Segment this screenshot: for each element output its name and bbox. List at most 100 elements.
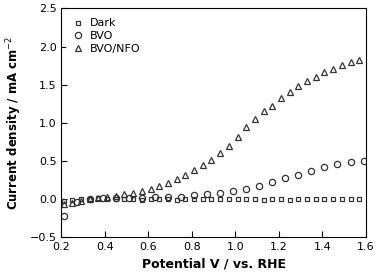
Dark xyxy=(235,197,240,201)
BVO/NFO xyxy=(287,91,292,94)
Line: BVO/NFO: BVO/NFO xyxy=(60,56,363,207)
Dark xyxy=(340,197,344,201)
BVO/NFO xyxy=(209,158,214,162)
BVO/NFO xyxy=(114,194,118,198)
BVO/NFO xyxy=(279,97,283,100)
Dark xyxy=(313,197,318,201)
BVO xyxy=(88,197,92,201)
Dark xyxy=(61,199,66,202)
Dark xyxy=(209,197,214,201)
BVO xyxy=(244,188,249,191)
BVO/NFO xyxy=(139,190,144,193)
BVO/NFO xyxy=(157,185,161,188)
Dark xyxy=(261,198,266,201)
BVO xyxy=(100,197,105,200)
Dark xyxy=(305,197,309,201)
BVO/NFO xyxy=(235,135,240,138)
BVO xyxy=(218,191,222,195)
Dark xyxy=(322,197,327,201)
Y-axis label: Current density / mA cm$^{-2}$: Current density / mA cm$^{-2}$ xyxy=(5,36,24,210)
BVO xyxy=(166,196,170,199)
Dark xyxy=(96,197,101,200)
BVO xyxy=(283,177,288,180)
BVO/NFO xyxy=(79,199,83,202)
BVO xyxy=(348,160,353,163)
Dark xyxy=(296,197,301,201)
Dark xyxy=(157,197,161,201)
Dark xyxy=(88,197,92,201)
BVO xyxy=(61,214,66,218)
Dark xyxy=(227,197,231,201)
BVO/NFO xyxy=(183,174,188,177)
BVO/NFO xyxy=(331,67,335,70)
Dark xyxy=(244,197,249,201)
Dark xyxy=(166,197,170,201)
BVO xyxy=(139,197,144,200)
BVO/NFO xyxy=(192,168,196,172)
BVO/NFO xyxy=(70,201,75,205)
BVO/NFO xyxy=(357,58,362,61)
BVO xyxy=(127,197,131,200)
BVO/NFO xyxy=(105,195,110,198)
BVO/NFO xyxy=(270,104,274,108)
BVO xyxy=(231,190,235,193)
BVO/NFO xyxy=(174,178,179,181)
BVO xyxy=(179,195,183,198)
Legend: Dark, BVO, BVO/NFO: Dark, BVO, BVO/NFO xyxy=(66,13,147,60)
BVO xyxy=(361,159,366,163)
BVO xyxy=(335,162,340,166)
Dark xyxy=(139,198,144,201)
BVO/NFO xyxy=(148,188,153,191)
Dark xyxy=(105,197,110,201)
BVO xyxy=(205,193,209,196)
Dark xyxy=(253,197,257,201)
BVO xyxy=(153,196,157,199)
Dark xyxy=(218,197,222,201)
BVO/NFO xyxy=(96,197,101,200)
BVO/NFO xyxy=(296,84,301,88)
Dark xyxy=(79,197,83,201)
BVO/NFO xyxy=(261,109,266,112)
BVO/NFO xyxy=(322,71,327,74)
BVO/NFO xyxy=(61,202,66,205)
Dark xyxy=(357,197,362,201)
BVO/NFO xyxy=(244,126,249,129)
BVO xyxy=(257,185,262,188)
Dark xyxy=(192,197,196,201)
Dark xyxy=(174,198,179,201)
Dark xyxy=(183,197,188,201)
Dark xyxy=(331,197,335,201)
BVO/NFO xyxy=(313,75,318,79)
BVO xyxy=(74,200,79,204)
BVO/NFO xyxy=(227,144,231,147)
Dark xyxy=(70,198,75,201)
BVO xyxy=(114,197,118,200)
BVO xyxy=(270,181,274,184)
BVO/NFO xyxy=(166,182,170,185)
BVO/NFO xyxy=(305,79,309,82)
Dark xyxy=(279,197,283,201)
BVO xyxy=(192,194,196,197)
Dark xyxy=(287,198,292,201)
BVO/NFO xyxy=(200,164,205,167)
BVO/NFO xyxy=(88,197,92,201)
Dark xyxy=(122,197,127,201)
BVO/NFO xyxy=(253,117,257,121)
Dark xyxy=(114,197,118,201)
BVO/NFO xyxy=(218,152,222,155)
Dark xyxy=(148,197,153,201)
Line: BVO: BVO xyxy=(61,158,367,219)
Dark xyxy=(200,197,205,201)
Dark xyxy=(348,197,353,201)
BVO/NFO xyxy=(122,193,127,196)
X-axis label: Potential V / vs. RHE: Potential V / vs. RHE xyxy=(142,258,286,271)
BVO xyxy=(296,173,301,176)
BVO/NFO xyxy=(348,60,353,64)
Dark xyxy=(131,197,135,201)
BVO xyxy=(309,169,314,172)
Line: Dark: Dark xyxy=(61,196,362,203)
Dark xyxy=(270,197,274,201)
BVO/NFO xyxy=(131,191,135,195)
BVO/NFO xyxy=(340,63,344,67)
BVO xyxy=(322,165,327,169)
